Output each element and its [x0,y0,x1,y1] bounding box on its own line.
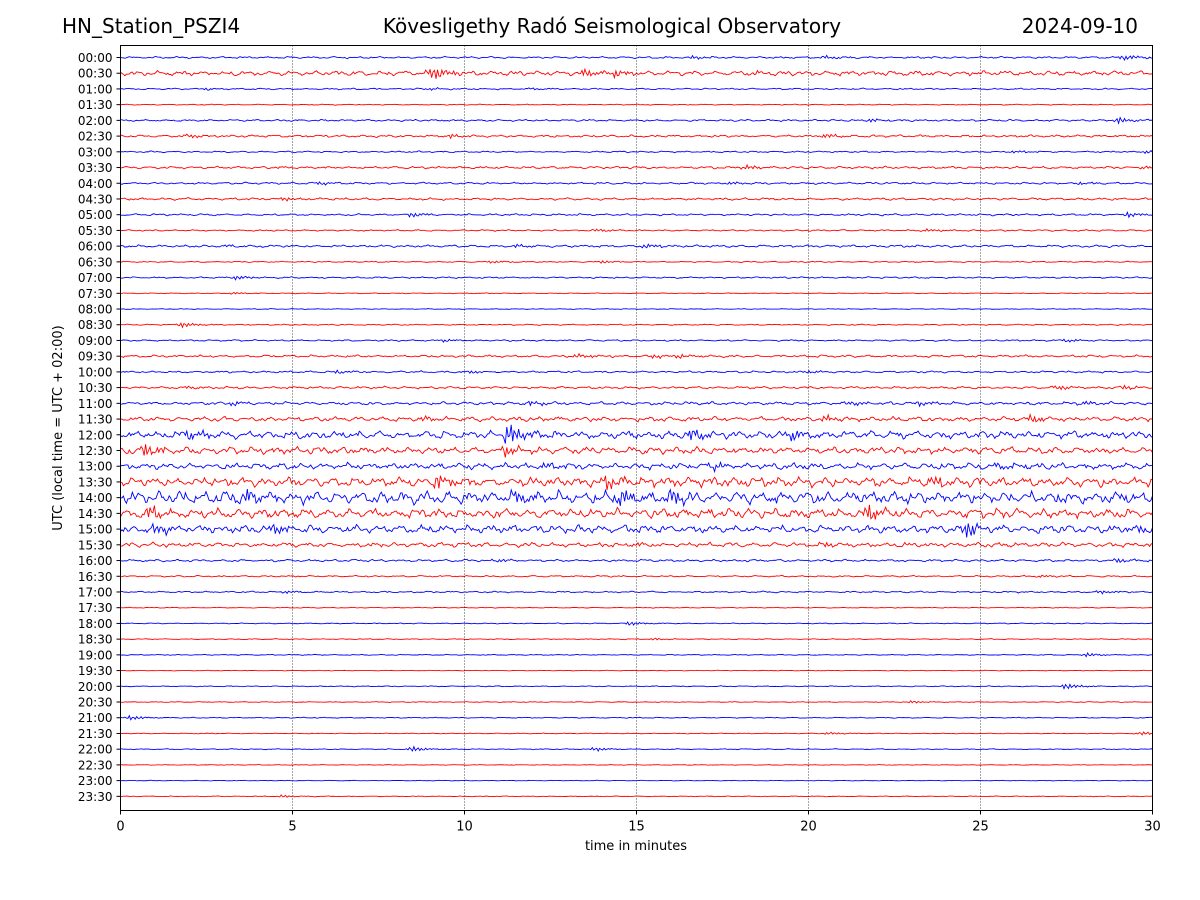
trace-layer [120,54,1153,798]
x-tick-label: 5 [288,820,296,835]
trace-1330 [120,475,1153,491]
y-tick-label: 09:00 [78,334,113,348]
y-tick-label: 07:30 [78,287,113,301]
trace-0530 [120,227,1153,232]
y-tick-label: 13:30 [78,475,113,489]
x-tick-layer: 0 5 10 15 20 25 30 [116,810,1161,835]
x-tick-label: 25 [972,820,989,835]
trace-2030 [120,700,1153,704]
y-tick-label: 12:30 [78,444,113,458]
y-tick-label: 07:00 [78,271,113,285]
y-tick-label: 22:30 [78,758,113,772]
y-axis-label: UTC (local time = UTC + 02:00) [51,325,66,530]
record-date: 2024-09-10 [1021,14,1138,38]
trace-2000 [120,683,1153,690]
y-tick-label: 13:00 [78,460,113,474]
y-tick-label: 03:00 [78,145,113,159]
trace-0030 [120,67,1153,80]
station-name: HN_Station_PSZI4 [62,14,241,38]
y-tick-label: 19:30 [78,664,113,678]
y-tick-label: 08:30 [78,318,113,332]
grid-layer [292,45,981,811]
trace-1400 [120,488,1153,508]
y-tick-label: 01:30 [78,98,113,112]
trace-0130 [120,103,1153,106]
y-tick-label: 14:30 [78,507,113,521]
trace-0300 [120,149,1153,155]
trace-1300 [120,460,1153,474]
y-tick-label: 11:00 [78,397,113,411]
x-tick-label: 20 [800,820,817,835]
y-tick-label: 14:00 [78,491,113,505]
trace-2230 [120,764,1153,766]
y-tick-label: 03:30 [78,161,113,175]
trace-1430 [120,504,1153,520]
x-tick-label: 10 [456,820,473,835]
trace-1030 [120,384,1153,391]
y-tick-label: 23:00 [78,774,113,788]
y-tick-label: 09:30 [78,350,113,364]
y-tick-label: 02:00 [78,114,113,128]
y-tick-label: 04:00 [78,177,113,191]
observatory-title: Kövesligethy Radó Seismological Observat… [382,14,842,38]
trace-1830 [120,637,1153,641]
y-tick-label: 15:30 [78,538,113,552]
trace-1800 [120,621,1153,626]
y-tick-label: 20:30 [78,696,113,710]
y-tick-label: 05:30 [78,224,113,238]
y-tick-label: 18:30 [78,633,113,647]
trace-1730 [120,606,1153,609]
y-tick-label: 05:00 [78,208,113,222]
y-tick-label: 17:00 [78,585,113,599]
y-tick-label: 08:00 [78,303,113,317]
trace-1530 [120,541,1153,549]
y-tick-label: 11:30 [78,413,113,427]
y-tick-label: 23:30 [78,790,113,804]
trace-1100 [120,400,1153,408]
y-tick-label: 06:00 [78,240,113,254]
x-tick-label: 15 [628,820,645,835]
y-tick-label: 22:00 [78,743,113,757]
y-tick-label: 10:30 [78,381,113,395]
trace-0800 [120,308,1153,310]
y-tick-label: 19:00 [78,648,113,662]
y-tick-label: 16:30 [78,570,113,584]
y-tick-label: 21:00 [78,711,113,725]
trace-0400 [120,181,1153,186]
y-tick-label: 00:30 [78,67,113,81]
trace-0930 [120,352,1153,360]
y-tick-label: 04:30 [78,192,113,206]
x-tick-label: 0 [116,820,124,835]
y-tick-label: 02:30 [78,130,113,144]
y-tick-label: 12:00 [78,428,113,442]
y-tick-label: 17:30 [78,601,113,615]
y-tick-label: 06:30 [78,255,113,269]
y-tick-label: 16:00 [78,554,113,568]
y-tick-label: 10:00 [78,365,113,379]
trace-1000 [120,369,1153,375]
y-tick-label: 15:00 [78,523,113,537]
trace-1500 [120,522,1153,538]
y-tick-label: 21:30 [78,727,113,741]
x-tick-label: 30 [1144,820,1161,835]
y-tick-label: 00:00 [78,51,113,65]
y-tick-label: 20:00 [78,680,113,694]
trace-0330 [120,163,1153,170]
y-tick-label: 01:00 [78,82,113,96]
trace-1200 [120,424,1153,444]
trace-0100 [120,87,1153,92]
trace-2200 [120,745,1153,753]
trace-0730 [120,291,1153,295]
y-tick-label: 18:00 [78,617,113,631]
x-axis-label: time in minutes [585,839,687,854]
trace-1600 [120,557,1153,564]
